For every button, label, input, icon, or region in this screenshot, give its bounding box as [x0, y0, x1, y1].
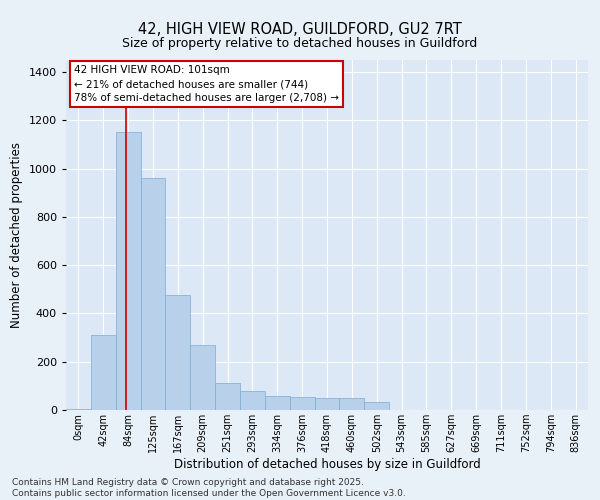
Bar — [340, 398, 364, 410]
Text: 42, HIGH VIEW ROAD, GUILDFORD, GU2 7RT: 42, HIGH VIEW ROAD, GUILDFORD, GU2 7RT — [138, 22, 462, 38]
Bar — [66, 409, 91, 410]
Bar — [91, 335, 116, 410]
Bar — [364, 402, 389, 410]
Bar — [140, 178, 166, 410]
Bar — [265, 396, 290, 410]
Bar — [190, 345, 215, 410]
Text: Size of property relative to detached houses in Guildford: Size of property relative to detached ho… — [122, 38, 478, 51]
Y-axis label: Number of detached properties: Number of detached properties — [10, 142, 23, 328]
Bar — [290, 396, 314, 410]
X-axis label: Distribution of detached houses by size in Guildford: Distribution of detached houses by size … — [173, 458, 481, 471]
Text: Contains HM Land Registry data © Crown copyright and database right 2025.
Contai: Contains HM Land Registry data © Crown c… — [12, 478, 406, 498]
Bar — [240, 390, 265, 410]
Bar — [116, 132, 140, 410]
Bar — [215, 384, 240, 410]
Bar — [166, 296, 190, 410]
Bar — [314, 398, 340, 410]
Text: 42 HIGH VIEW ROAD: 101sqm
← 21% of detached houses are smaller (744)
78% of semi: 42 HIGH VIEW ROAD: 101sqm ← 21% of detac… — [74, 66, 339, 104]
